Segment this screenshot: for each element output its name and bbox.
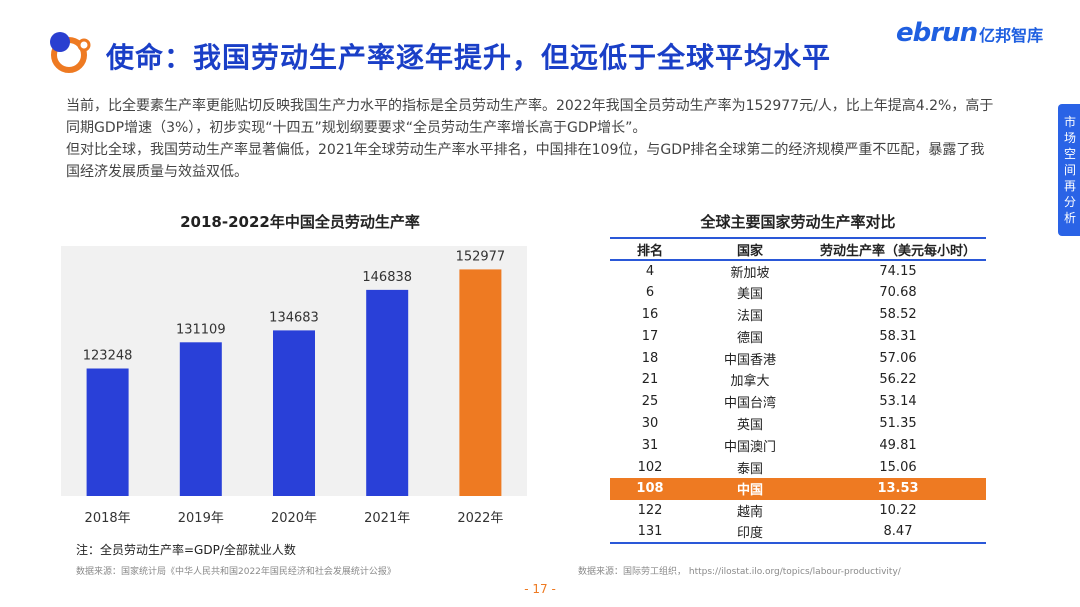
table-row: 131 印度 8.47 xyxy=(610,521,986,545)
side-tab-market-analysis[interactable]: 市场空间再分析 xyxy=(1058,104,1080,236)
side-tab-char: 场 xyxy=(1063,131,1076,145)
table-row: 4 新加坡 74.15 xyxy=(610,260,986,282)
cell-country: 泰国 xyxy=(736,461,763,477)
side-tab-char: 间 xyxy=(1063,163,1076,177)
intro-paragraph-2: 但对比全球，我国劳动生产率显著偏低，2021年全球劳动生产率水平排名，中国排在1… xyxy=(66,142,985,180)
brand-logo: ebrun 亿邦智库 xyxy=(896,18,1043,48)
x-tick-label: 2022年 xyxy=(457,511,503,526)
page-number: - 17 - xyxy=(524,582,556,596)
cell-rank: 21 xyxy=(641,372,659,388)
cell-rank: 122 xyxy=(637,503,663,519)
cell-country: 印度 xyxy=(690,521,810,545)
table-row: 25 中国台湾 53.14 xyxy=(610,391,986,413)
cell-rank: 31 xyxy=(641,437,659,453)
cell-rank: 17 xyxy=(641,328,659,344)
productivity-ranking-table: 排名 国家 劳动生产率（美元每小时） 4 新加坡 74.15 6 美国 70.68 16 法国… xyxy=(610,237,986,545)
bar-value-label: 131109 xyxy=(176,322,226,337)
table-row: 122 越南 10.22 xyxy=(610,500,986,522)
cell-rank: 30 xyxy=(641,415,659,431)
chart-title: 2018-2022年中国全员劳动生产率 xyxy=(180,213,420,231)
table-row: 108 中国 13.53 xyxy=(610,477,986,500)
cell-country: 中国台湾 xyxy=(723,396,776,412)
cell-productivity: 57.06 xyxy=(879,350,917,366)
cell-rank: 6 xyxy=(645,285,655,301)
cell-country: 德国 xyxy=(736,330,763,346)
table-row: 31 中国澳门 49.81 xyxy=(610,434,986,456)
cell-rank: 16 xyxy=(641,306,659,322)
bar-2021年 xyxy=(366,289,409,496)
cell-productivity: 58.31 xyxy=(879,328,917,344)
bar-2022年 xyxy=(459,269,502,496)
cell-productivity: 10.22 xyxy=(879,503,917,519)
side-tab-char: 空 xyxy=(1063,147,1076,161)
cell-country: 中国香港 xyxy=(723,352,776,368)
page-title: 使命：我国劳动生产率逐年提升，但远低于全球平均水平 xyxy=(106,41,832,74)
side-tab-char: 市 xyxy=(1063,115,1076,129)
bar-value-label: 146838 xyxy=(362,270,412,285)
side-tab-char: 分 xyxy=(1063,195,1076,209)
cell-country: 英国 xyxy=(736,417,763,433)
cell-rank: 108 xyxy=(610,477,690,500)
table-source: 数据来源：国际劳工组织， https://ilostat.ilo.org/top… xyxy=(578,567,901,577)
bar-2020年 xyxy=(273,330,315,496)
cell-rank: 18 xyxy=(641,350,659,366)
side-tab-char: 析 xyxy=(1063,211,1076,225)
table-row: 18 中国香港 57.06 xyxy=(610,347,986,369)
bar-value-label: 134683 xyxy=(269,310,319,325)
table-header-row: 排名 国家 劳动生产率（美元每小时） xyxy=(610,237,986,261)
chart-source: 数据来源：国家统计局《中华人民共和国2022年国民经济和社会发展统计公报》 xyxy=(76,567,396,577)
cell-rank: 25 xyxy=(641,394,659,410)
brand-logo-en: ebrun xyxy=(896,18,978,48)
cell-productivity: 58.52 xyxy=(879,306,917,322)
cell-rank: 102 xyxy=(637,459,663,475)
cell-productivity: 8.47 xyxy=(810,521,986,545)
table-row: 102 泰国 15.06 xyxy=(610,456,986,478)
cell-productivity: 70.68 xyxy=(879,285,917,301)
productivity-bar-chart: 123248 2018年 131109 2019年 134683 2020年 146838 2… xyxy=(83,249,506,526)
header-country: 国家 xyxy=(690,237,810,261)
x-tick-label: 2019年 xyxy=(178,511,224,526)
cell-productivity: 74.15 xyxy=(879,263,917,279)
table-row: 17 德国 58.31 xyxy=(610,325,986,347)
logo-mark-icon xyxy=(50,32,91,73)
table-row: 21 加拿大 56.22 xyxy=(610,369,986,391)
header-productivity: 劳动生产率（美元每小时） xyxy=(810,237,986,261)
cell-rank: 4 xyxy=(645,263,655,279)
cell-country: 加拿大 xyxy=(730,374,770,390)
x-tick-label: 2020年 xyxy=(271,511,317,526)
x-tick-label: 2018年 xyxy=(85,511,131,526)
intro-paragraph: 当前，比全要素生产率更能贴切反映我国生产力水平的指标是全员劳动生产率。2022年… xyxy=(66,95,996,183)
brand-logo-cn: 亿邦智库 xyxy=(979,26,1044,45)
cell-country: 美国 xyxy=(736,287,763,303)
cell-productivity: 13.53 xyxy=(810,477,986,500)
cell-country: 新加坡 xyxy=(730,265,770,281)
side-tab-char: 再 xyxy=(1063,179,1076,193)
cell-productivity: 56.22 xyxy=(879,372,917,388)
bar-2019年 xyxy=(179,342,222,496)
cell-productivity: 15.06 xyxy=(879,459,917,475)
cell-country: 法国 xyxy=(736,308,763,324)
bar-value-label: 123248 xyxy=(83,349,133,364)
chart-note: 注：全员劳动生产率=GDP/全部就业人数 xyxy=(76,543,296,557)
bar-value-label: 152977 xyxy=(456,249,506,264)
header-rank: 排名 xyxy=(610,237,690,261)
intro-paragraph-1: 当前，比全要素生产率更能贴切反映我国生产力水平的指标是全员劳动生产率。2022年… xyxy=(66,98,994,136)
cell-country: 越南 xyxy=(736,505,763,521)
x-tick-label: 2021年 xyxy=(364,511,410,526)
cell-productivity: 51.35 xyxy=(879,415,917,431)
cell-productivity: 53.14 xyxy=(879,394,917,410)
table-row: 6 美国 70.68 xyxy=(610,282,986,304)
table-title: 全球主要国家劳动生产率对比 xyxy=(700,213,896,231)
table-row: 16 法国 58.52 xyxy=(610,304,986,326)
cell-productivity: 49.81 xyxy=(879,437,917,453)
table-row: 30 英国 51.35 xyxy=(610,413,986,435)
cell-country: 中国澳门 xyxy=(723,439,776,455)
cell-country: 中国 xyxy=(690,477,810,500)
bar-2018年 xyxy=(86,368,129,496)
cell-rank: 131 xyxy=(610,521,690,545)
